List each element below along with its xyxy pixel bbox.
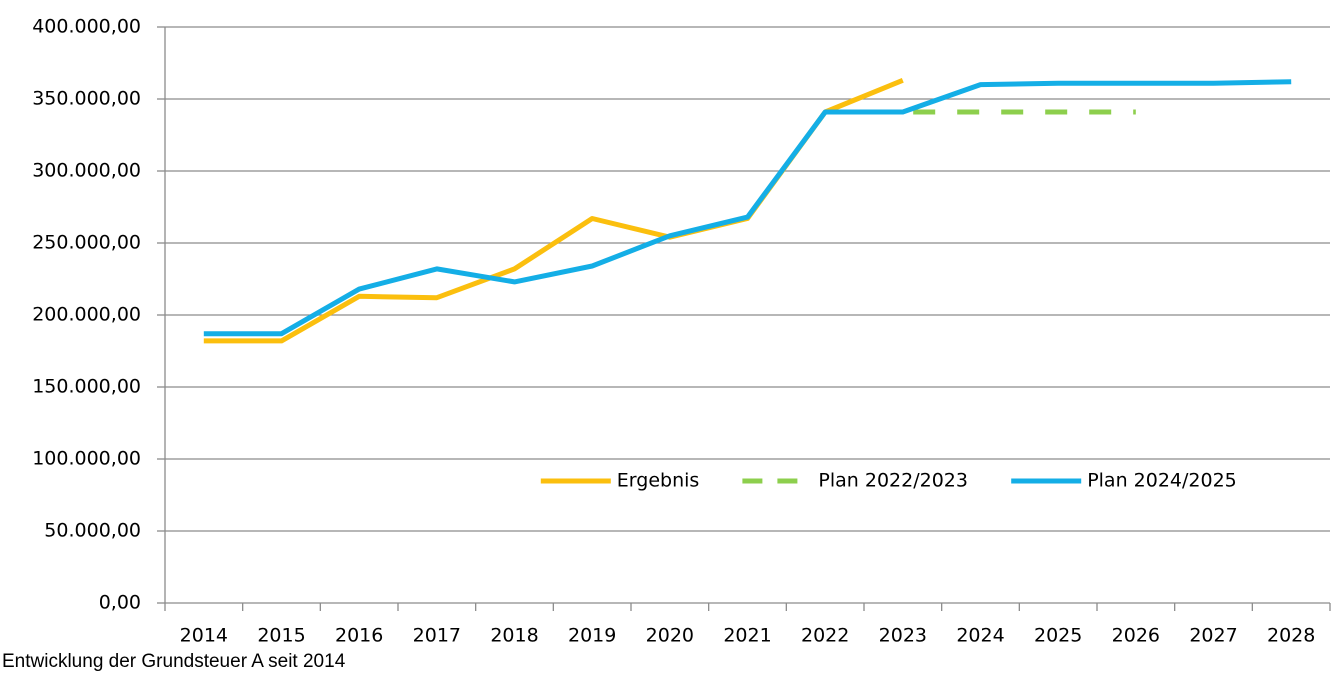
y-tick-label: 400.000,00	[32, 16, 141, 38]
y-tick-label: 300.000,00	[32, 160, 141, 182]
y-tick-label: 350.000,00	[32, 88, 141, 110]
x-tick-label: 2020	[646, 625, 694, 647]
y-tick-label: 250.000,00	[32, 232, 141, 254]
x-tick-label: 2016	[335, 625, 383, 647]
line-series	[203, 77, 904, 344]
x-tick-label: 2022	[801, 625, 849, 647]
x-tick-label: 2018	[490, 625, 538, 647]
y-tick-label: 200.000,00	[32, 304, 141, 326]
x-tick-label: 2017	[413, 625, 461, 647]
legend-label: Ergebnis	[617, 470, 700, 492]
y-tick-label: 50.000,00	[44, 520, 141, 542]
y-tick-label: 150.000,00	[32, 376, 141, 398]
x-tick-label: 2014	[180, 625, 228, 647]
x-tick-label: 2025	[1034, 625, 1082, 647]
y-tick-label: 0,00	[99, 592, 141, 614]
x-tick-label: 2019	[568, 625, 616, 647]
line-series	[203, 79, 1292, 337]
chart-caption: Entwicklung der Grundsteuer A seit 2014	[2, 651, 346, 672]
x-tick-label: 2015	[257, 625, 305, 647]
x-tick-label: 2027	[1189, 625, 1237, 647]
x-tick-label: 2026	[1112, 625, 1160, 647]
x-tick-label: 2023	[879, 625, 927, 647]
x-tick-label: 2021	[723, 625, 771, 647]
legend-label: Plan 2022/2023	[818, 470, 968, 492]
x-tick-label: 2024	[956, 625, 1004, 647]
legend-label: Plan 2024/2025	[1087, 470, 1237, 492]
y-tick-label: 100.000,00	[32, 448, 141, 470]
x-tick-label: 2028	[1267, 625, 1315, 647]
